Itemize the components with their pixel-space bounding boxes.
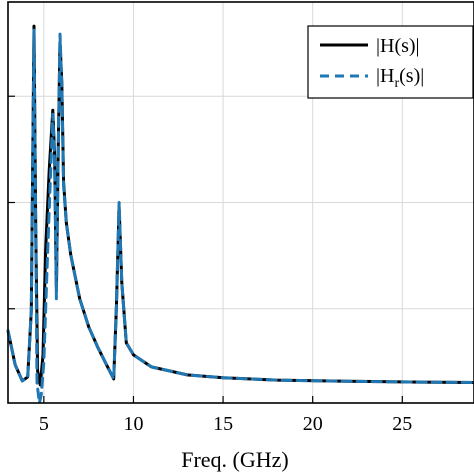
legend-label-hr-suffix: (s)| <box>399 65 424 87</box>
x-tick-label: 10 <box>123 413 143 435</box>
series-line-hr <box>6 28 474 405</box>
ticks <box>8 95 403 403</box>
x-tick-label: 20 <box>303 413 323 435</box>
legend-box <box>307 25 474 99</box>
series-layer <box>6 24 474 405</box>
x-tick-label: 15 <box>213 413 233 435</box>
legend: |H(s)| |Hr(s)| <box>307 25 474 99</box>
legend-label-hr: |Hr(s)| <box>376 65 424 91</box>
legend-label-hr-subscript: r <box>394 76 399 91</box>
legend-label-hr-prefix: |H <box>376 65 394 87</box>
x-tick-label: 25 <box>392 413 412 435</box>
x-axis-label: Freq. (GHz) <box>181 447 289 472</box>
legend-label-h: |H(s)| <box>376 35 420 57</box>
x-tick-label: 5 <box>39 413 49 435</box>
x-tick-labels: 5 10 15 20 25 <box>39 413 412 435</box>
